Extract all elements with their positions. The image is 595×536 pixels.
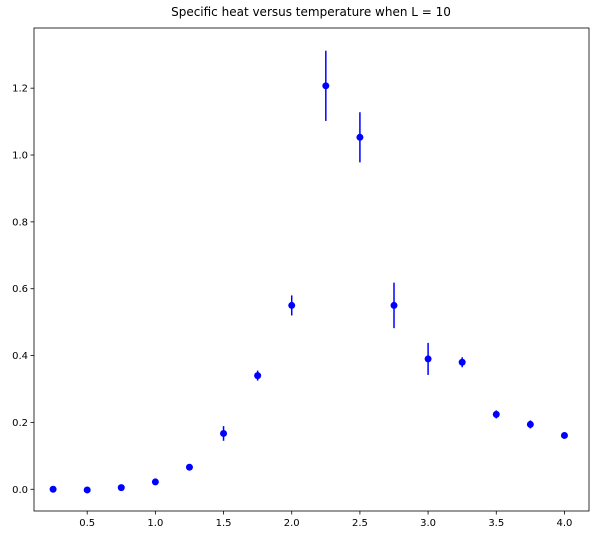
data-point bbox=[424, 355, 432, 363]
data-point bbox=[49, 485, 57, 493]
chart-title: Specific heat versus temperature when L … bbox=[171, 5, 451, 19]
x-tick-label: 0.5 bbox=[79, 518, 95, 529]
x-axis: 0.5 1.0 1.5 2.0 2.5 3.0 3.5 4.0 bbox=[79, 511, 572, 529]
data-point bbox=[117, 484, 125, 492]
y-tick-label: 0.8 bbox=[12, 217, 28, 228]
data-point bbox=[220, 429, 228, 437]
x-tick-label: 3.5 bbox=[488, 518, 504, 529]
x-tick-label: 3.0 bbox=[420, 518, 436, 529]
data-point bbox=[288, 301, 296, 309]
y-tick-label: 0.6 bbox=[12, 284, 28, 295]
y-tick-label: 1.2 bbox=[12, 84, 28, 95]
x-tick-label: 1.5 bbox=[216, 518, 232, 529]
data-point bbox=[83, 486, 91, 494]
data-point bbox=[390, 301, 398, 309]
data-point bbox=[254, 372, 262, 380]
y-axis: 0.0 0.2 0.4 0.6 0.8 1.0 1.2 bbox=[12, 84, 34, 496]
x-tick-label: 2.5 bbox=[352, 518, 368, 529]
data-point bbox=[560, 431, 568, 439]
data-point bbox=[458, 358, 466, 366]
data-point bbox=[492, 410, 500, 418]
plot-area bbox=[49, 50, 568, 494]
x-tick-label: 2.0 bbox=[284, 518, 300, 529]
data-point bbox=[322, 82, 330, 90]
data-point bbox=[356, 133, 364, 141]
y-tick-label: 0.2 bbox=[12, 418, 28, 429]
y-tick-label: 0.0 bbox=[12, 485, 28, 496]
data-point bbox=[526, 420, 534, 428]
x-tick-label: 1.0 bbox=[147, 518, 163, 529]
x-tick-label: 4.0 bbox=[557, 518, 573, 529]
axes-frame bbox=[33, 27, 590, 512]
y-tick-label: 1.0 bbox=[12, 151, 28, 162]
data-point bbox=[151, 478, 159, 486]
data-point bbox=[185, 463, 193, 471]
y-tick-label: 0.4 bbox=[12, 351, 28, 362]
